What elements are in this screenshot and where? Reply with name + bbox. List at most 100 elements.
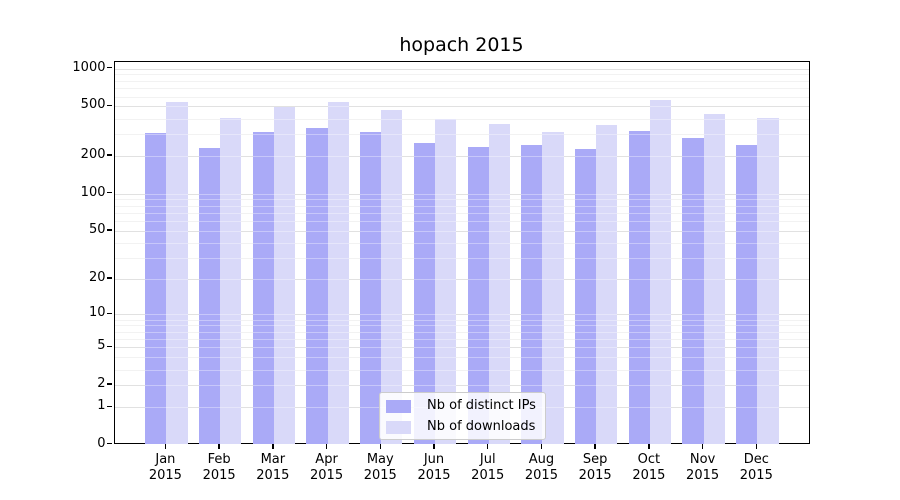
gridline-minor-4	[114, 357, 809, 359]
x-tick-label-1: Jan 2015	[148, 451, 182, 483]
bar-distinct-ips-jun	[413, 142, 435, 444]
gridline-minor-60	[114, 221, 809, 223]
gridline-overlay-500	[114, 106, 809, 108]
gridline-minor-600	[114, 96, 809, 98]
legend-label-distinct-ips: Nb of distinct IPs	[427, 398, 536, 413]
bar-downloads-jul	[488, 123, 510, 444]
bar-distinct-ips-aug	[521, 145, 543, 444]
y-tick-mark-100	[107, 191, 112, 194]
y-tick-mark-0	[107, 442, 112, 445]
y-tick-mark-200	[107, 154, 112, 156]
bar-downloads-may	[381, 110, 403, 444]
bar-distinct-ips-apr	[306, 127, 328, 444]
bar-downloads-apr	[327, 102, 349, 444]
x-tick-mark-5	[379, 443, 381, 449]
gridline-minor-6	[114, 339, 809, 341]
gridline-minor-80	[114, 205, 809, 207]
x-tick-label-3: Mar 2015	[256, 451, 290, 483]
bar-distinct-ips-sep	[574, 149, 597, 444]
x-tick-mark-10	[648, 443, 650, 449]
gridline-overlay-40	[114, 242, 809, 244]
x-tick-mark-6	[433, 443, 435, 449]
bar-distinct-ips-dec	[736, 144, 758, 444]
y-tick-label-200: 200	[80, 147, 106, 163]
y-tick-mark-5	[107, 345, 112, 348]
x-tick-mark-4	[325, 443, 328, 449]
x-tick-label-11: Nov 2015	[686, 451, 720, 483]
y-tick-label-20: 20	[88, 270, 106, 286]
bar-downloads-oct	[649, 99, 672, 444]
x-tick-mark-9	[594, 443, 596, 449]
x-tick-label-10: Oct 2015	[632, 451, 666, 483]
gridline-overlay-3	[114, 369, 809, 371]
gridline-overlay-7	[114, 331, 809, 333]
gridline-overlay-900	[114, 74, 809, 76]
legend-swatch-downloads	[386, 420, 411, 434]
y-tick-label-2: 2	[97, 376, 106, 392]
gridline-minor-90	[114, 199, 809, 201]
y-tick-label-100: 100	[80, 184, 106, 200]
x-tick-label-4: Apr 2015	[310, 451, 344, 483]
x-tick-label-12: Dec 2015	[739, 451, 773, 483]
gridline-major-20	[114, 279, 809, 281]
x-tick-mark-7	[487, 443, 489, 449]
gridline-major-5	[114, 347, 809, 349]
bar-downloads-dec	[757, 117, 779, 444]
bar-distinct-ips-may	[360, 131, 382, 444]
gridline-major-200	[114, 156, 809, 158]
y-tick-label-10: 10	[88, 305, 106, 321]
bar-distinct-ips-feb	[198, 148, 221, 444]
gridline-overlay-30	[114, 257, 809, 259]
gridline-overlay-90	[114, 199, 809, 201]
y-tick-label-1: 1	[97, 398, 106, 414]
gridline-overlay-20	[114, 279, 809, 281]
gridline-major-50	[114, 230, 809, 232]
x-tick-label-8: Aug 2015	[524, 451, 558, 483]
gridline-minor-70	[114, 212, 809, 214]
y-tick-label-50: 50	[88, 221, 106, 237]
gridline-overlay-4	[114, 357, 809, 359]
gridline-overlay-1000	[114, 68, 809, 70]
gridline-overlay-600	[114, 96, 809, 98]
gridline-minor-7	[114, 331, 809, 333]
gridline-major-500	[114, 106, 809, 108]
gridline-overlay-80	[114, 205, 809, 207]
x-tick-mark-1	[164, 443, 167, 449]
gridline-minor-300	[114, 134, 809, 136]
bar-downloads-nov	[703, 113, 725, 444]
gridline-overlay-10	[114, 314, 809, 316]
gridline-overlay-700	[114, 88, 809, 90]
gridline-minor-8	[114, 325, 809, 327]
x-tick-mark-11	[701, 443, 704, 449]
gridline-overlay-800	[114, 80, 809, 82]
x-tick-label-6: Jun 2015	[417, 451, 451, 483]
legend-item-distinct-ips: Nb of distinct IPs	[386, 399, 536, 413]
x-tick-mark-12	[755, 443, 757, 449]
y-tick-label-5: 5	[97, 338, 106, 354]
bar-distinct-ips-nov	[682, 137, 704, 444]
gridline-overlay-70	[114, 212, 809, 214]
x-tick-mark-2	[218, 443, 220, 449]
gridline-overlay-100	[114, 193, 809, 195]
gridline-overlay-8	[114, 325, 809, 327]
bar-distinct-ips-mar	[252, 131, 274, 444]
y-tick-label-500: 500	[80, 97, 106, 113]
plot-area	[113, 60, 810, 444]
gridline-overlay-50	[114, 230, 809, 232]
gridline-major-2	[114, 385, 809, 387]
bar-downloads-sep	[596, 124, 618, 444]
gridline-major-100	[114, 193, 809, 195]
gridline-overlay-2	[114, 385, 809, 387]
gridline-minor-900	[114, 74, 809, 76]
bar-downloads-feb	[220, 117, 242, 444]
y-tick-mark-50	[107, 229, 112, 231]
legend-swatch-distinct-ips	[386, 399, 411, 413]
legend: Nb of distinct IPs Nb of downloads	[379, 392, 546, 440]
chart-title: hopach 2015	[399, 34, 524, 56]
y-tick-mark-500	[107, 104, 112, 107]
x-tick-label-7: Jul 2015	[471, 451, 505, 483]
gridline-overlay-9	[114, 319, 809, 321]
bar-distinct-ips-jan	[145, 132, 167, 444]
bar-distinct-ips-oct	[628, 130, 650, 444]
